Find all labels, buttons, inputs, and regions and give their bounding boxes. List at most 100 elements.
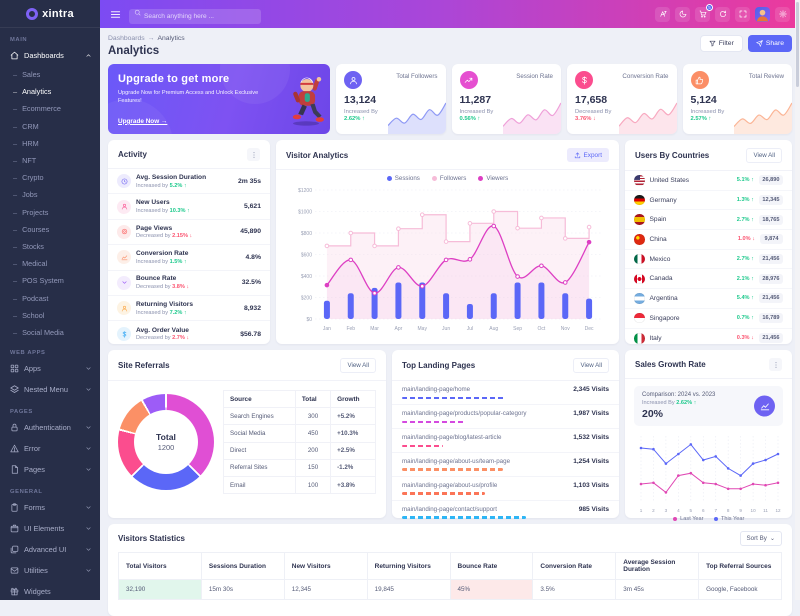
cart-badge: 5 [706, 4, 713, 11]
share-button[interactable]: Share [748, 35, 792, 52]
sales-growth-chart-button[interactable] [754, 396, 775, 417]
sidebar-item-error[interactable]: Error [0, 438, 100, 459]
sidebar-item-forms[interactable]: Forms [0, 497, 100, 518]
sidebar-subitem-projects[interactable]: –Projects [0, 204, 100, 221]
svg-text:$1000: $1000 [298, 209, 312, 215]
sidebar-section-label: WEB APPS [10, 350, 100, 356]
sidebar-subitem-podcast[interactable]: –Podcast [0, 289, 100, 306]
sidebar-subitem-sales[interactable]: –Sales [0, 66, 100, 83]
sidebar-subitem-jobs[interactable]: –Jobs [0, 186, 100, 203]
cart-icon [699, 10, 707, 18]
legend-item-this-year[interactable]: This Year [714, 516, 745, 522]
activity-item-sub: Increased by 10.3% ↑ [136, 208, 190, 214]
upgrade-banner: Upgrade to get more Upgrade Now for Prem… [108, 64, 330, 134]
language-button[interactable] [655, 7, 670, 22]
stat-icon-wrap [344, 71, 362, 89]
activity-item-title: Bounce Rate [136, 275, 189, 283]
sidebar-subitem-medical[interactable]: –Medical [0, 255, 100, 272]
upgrade-now-link[interactable]: Upgrade Now → [118, 118, 167, 125]
sidebar-item-advanced-ui[interactable]: Advanced UI [0, 539, 100, 560]
referral-growth: +3.8% [331, 476, 376, 493]
scrollbar-thumb[interactable] [796, 2, 800, 87]
svg-text:1: 1 [640, 508, 643, 513]
statistics-value: 3m 45s [616, 580, 699, 600]
fullscreen-button[interactable] [735, 7, 750, 22]
sidebar-item-pages[interactable]: Pages [0, 459, 100, 480]
settings-button[interactable] [775, 7, 790, 22]
activity-item-title: Page Views [136, 225, 192, 233]
svg-text:9: 9 [739, 508, 742, 513]
sidebar-item-ui-elements[interactable]: UI Elements [0, 518, 100, 539]
sidebar-section-label: MAIN [10, 37, 100, 43]
main-scrollbar[interactable] [795, 0, 800, 600]
statistics-col-header: Top Referral Sources [699, 553, 782, 580]
export-button[interactable]: Export [567, 148, 609, 162]
referrals-col-header: Total [295, 391, 330, 408]
activity-item-title: Avg. Order Value [136, 327, 189, 335]
sidebar-subitem-analytics[interactable]: –Analytics [0, 83, 100, 100]
sidebar-subitem-social-media[interactable]: –Social Media [0, 324, 100, 341]
legend-item-last-year[interactable]: Last Year [673, 516, 704, 522]
legend-item-viewers[interactable]: Viewers [478, 175, 508, 182]
sidebar-subitem-pos-system[interactable]: –POS System [0, 272, 100, 289]
sidebar-item-widgets[interactable]: Widgets [0, 581, 100, 602]
sidebar-item-apps[interactable]: Apps [0, 358, 100, 379]
sidebar-item-utilities[interactable]: Utilities [0, 560, 100, 581]
country-value: 26,890 [759, 175, 783, 185]
translate-icon [659, 10, 667, 18]
chevron-down-icon [85, 546, 92, 553]
sidebar-subitem-stocks[interactable]: –Stocks [0, 238, 100, 255]
landing-view-all-button[interactable]: View All [573, 358, 609, 373]
activity-item-sub: Increased by 5.2% ↑ [136, 183, 206, 189]
svg-text:5: 5 [690, 508, 693, 513]
sidebar-subitem-crm[interactable]: –CRM [0, 118, 100, 135]
sidebar-subitem-crypto[interactable]: –Crypto [0, 169, 100, 186]
activity-icon-wrap [117, 301, 131, 315]
sidebar-item-nested-menu[interactable]: Nested Menu [0, 379, 100, 400]
sidebar-subitem-ecommerce[interactable]: –Ecommerce [0, 100, 100, 117]
country-name: Mexico [650, 256, 671, 263]
sidebar-item-authentication[interactable]: Authentication [0, 417, 100, 438]
legend-item-followers[interactable]: Followers [432, 175, 466, 182]
statistics-value: Google, Facebook [699, 580, 782, 600]
search-input[interactable] [129, 9, 261, 24]
legend-item-sessions[interactable]: Sessions [387, 175, 420, 182]
country-percent: 5.4% ↑ [737, 295, 754, 301]
sidebar-subitem-hrm[interactable]: –HRM [0, 135, 100, 152]
filter-button[interactable]: Filter [700, 35, 743, 52]
sales-growth-title: Sales Growth Rate [635, 360, 706, 369]
svg-text:May: May [417, 326, 427, 332]
sales-growth-menu-button[interactable] [769, 358, 782, 371]
country-value: 18,765 [759, 215, 783, 225]
breadcrumb-parent[interactable]: Dashboards [108, 35, 145, 42]
sidebar-subitem-school[interactable]: –School [0, 307, 100, 324]
sidebar-subitem-courses[interactable]: –Courses [0, 221, 100, 238]
sidebar-item-dashboards[interactable]: Dashboards [0, 45, 100, 66]
cart-button[interactable]: 5 [695, 7, 710, 22]
activity-menu-button[interactable] [247, 148, 260, 161]
referral-source: Referral Sites [224, 459, 296, 476]
sort-by-button[interactable]: Sort By ⌄ [740, 531, 782, 546]
refresh-button[interactable] [715, 7, 730, 22]
refresh-icon [719, 10, 727, 18]
statistics-col-header: Returning Visitors [367, 553, 450, 580]
landing-page-progress-bar [402, 445, 443, 447]
activity-item-title: New Users [136, 199, 190, 207]
forms-icon [10, 503, 19, 512]
hamburger-menu-icon[interactable] [110, 9, 121, 20]
brand-logo[interactable]: xintra [0, 0, 100, 28]
activity-icon-wrap [117, 250, 131, 264]
dark-mode-button[interactable] [675, 7, 690, 22]
countries-view-all-button[interactable]: View All [746, 148, 782, 163]
moon-icon [679, 10, 687, 18]
referrals-view-all-button[interactable]: View All [340, 358, 376, 373]
statistics-value: 45% [450, 580, 533, 600]
sidebar-subitem-nft[interactable]: –NFT [0, 152, 100, 169]
user-avatar[interactable] [755, 7, 770, 22]
svg-text:Oct: Oct [537, 326, 545, 332]
